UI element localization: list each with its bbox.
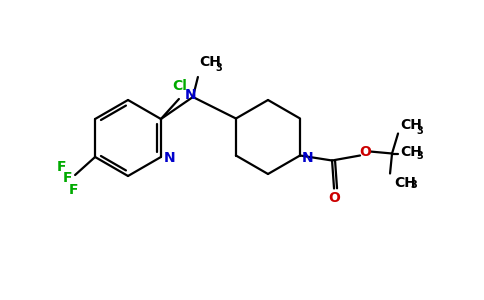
Text: F: F (62, 171, 72, 185)
Text: N: N (164, 151, 176, 165)
Text: F: F (68, 183, 78, 197)
Text: 3: 3 (410, 179, 417, 190)
Text: CH: CH (400, 118, 422, 131)
Text: 3: 3 (416, 125, 423, 136)
Text: O: O (359, 145, 371, 158)
Text: 3: 3 (416, 151, 423, 160)
Text: F: F (56, 160, 66, 174)
Text: CH: CH (400, 145, 422, 158)
Text: CH: CH (199, 55, 221, 69)
Text: N: N (302, 151, 314, 164)
Text: Cl: Cl (172, 79, 187, 93)
Text: N: N (185, 88, 197, 102)
Text: 3: 3 (215, 63, 222, 73)
Text: CH: CH (394, 176, 416, 190)
Text: O: O (328, 190, 340, 205)
